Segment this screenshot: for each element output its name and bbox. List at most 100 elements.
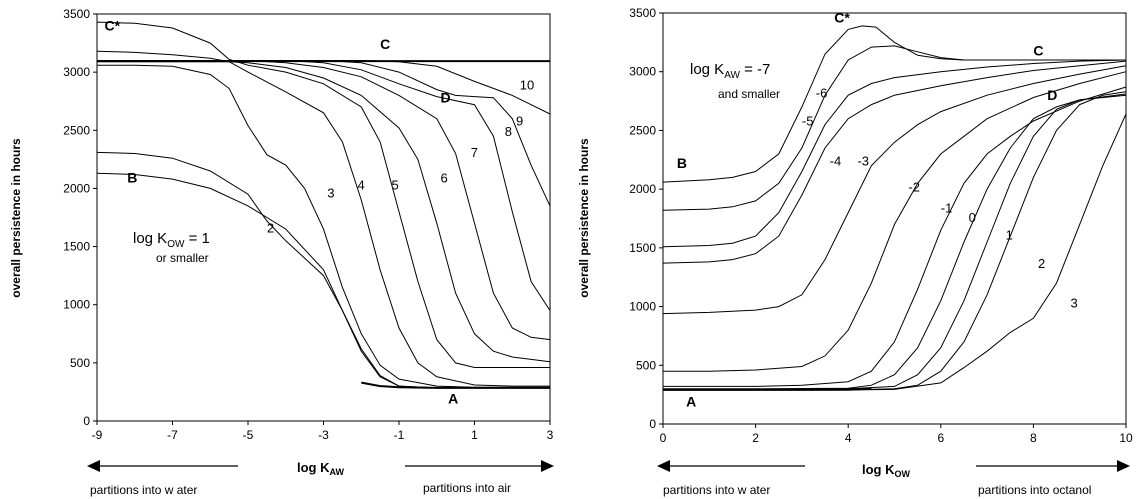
curve-label: 5 [391, 178, 398, 193]
curve-label: -3 [857, 154, 869, 169]
curve-label: 1 [1006, 228, 1013, 243]
series-curve--2 [663, 71, 1127, 372]
right-curve-labels: -6-5 -4 -3 -2 -1 0 1 2 3 A B C C* D [677, 9, 1078, 409]
series-curve--5 [662, 59, 1127, 248]
series-curve-6 [97, 61, 551, 363]
bold-curve-A [361, 381, 550, 389]
right-curves [662, 25, 1127, 391]
y-tick-label: 0 [83, 414, 90, 428]
y-tick-label: 1500 [63, 240, 90, 254]
curve-label: 2 [1038, 256, 1045, 271]
series-curve--6 [662, 45, 1126, 211]
y-tick-label: 2000 [629, 182, 656, 196]
left-air-label: partitions into air [423, 481, 511, 495]
series-curve-0 [663, 93, 1127, 390]
series-curve-9 [97, 60, 551, 207]
right-octanol-label: partitions into octanol [978, 483, 1091, 497]
x-tick-label: 0 [660, 431, 667, 445]
y-tick-label: 1000 [629, 300, 656, 314]
x-tick-label: 10 [1119, 431, 1133, 445]
x-tick-label: 8 [1030, 431, 1037, 445]
right-x-ticks: 0 2 4 6 8 10 [660, 424, 1133, 445]
series-curve-1 [663, 94, 1127, 390]
series-curve--4 [662, 60, 1127, 264]
region-label: C* [834, 9, 850, 25]
y-tick-label: 3500 [629, 6, 656, 20]
left-curves [96, 21, 551, 389]
left-chart-panel: 0 500 1000 1500 2000 2500 3000 3500 -9 -7 -5 -3 -1 1… [9, 7, 554, 497]
left-water-arrow [87, 460, 238, 472]
left-x-ticks: -9 -7 -5 -3 -1 1 3 [92, 421, 554, 442]
curve-label: 9 [516, 114, 523, 129]
right-plot-area [662, 12, 1127, 425]
region-label: C* [105, 17, 121, 33]
series-curve--3 [662, 65, 1127, 315]
right-y-axis-label: overall persistence in hours [577, 138, 591, 298]
y-tick-label: 2000 [63, 181, 90, 195]
curve-label: 10 [520, 78, 534, 93]
left-water-label: partitions into w ater [90, 483, 197, 497]
series-curve-1 [96, 172, 550, 389]
x-tick-label: -5 [243, 428, 254, 442]
y-tick-label: 2500 [629, 123, 656, 137]
curve-label: 4 [357, 178, 364, 193]
curve-label: 7 [471, 145, 478, 160]
region-label: A [686, 393, 696, 409]
x-tick-label: 6 [937, 431, 944, 445]
series-curve-7 [97, 60, 551, 341]
y-tick-label: 1000 [63, 298, 90, 312]
curve-label: 0 [969, 210, 976, 225]
series-curve-2 [663, 91, 1127, 391]
x-tick-label: 4 [845, 431, 852, 445]
curve-label: -4 [830, 154, 842, 169]
region-label: D [1047, 87, 1057, 103]
series-curve-8 [97, 60, 551, 311]
right-water-label: partitions into w ater [663, 483, 770, 497]
curve-label: -1 [941, 201, 953, 216]
bold-curve-A [663, 387, 872, 391]
y-tick-label: 3000 [63, 65, 90, 79]
series-curve-5 [96, 21, 550, 368]
curve-label: 2 [267, 221, 274, 236]
left-air-arrow [405, 460, 554, 472]
x-tick-label: -1 [394, 428, 405, 442]
right-y-ticks: 0 500 1000 1500 2000 2500 3000 3500 [629, 6, 663, 431]
curve-label: -5 [802, 114, 814, 129]
series-curve-4 [96, 50, 550, 387]
series-curve-10 [97, 60, 551, 115]
series-curve-3 [97, 64, 550, 388]
region-label: C [380, 36, 390, 52]
right-note-second: and smaller [718, 87, 780, 101]
right-water-arrow [657, 460, 805, 472]
series-curve--7 [662, 25, 1126, 183]
left-curve-labels: 2 3 4 5 6 7 89 10 A B C C* D [105, 17, 535, 406]
left-x-axis-label: log KAW [297, 460, 345, 477]
right-octanol-arrow [976, 460, 1130, 472]
right-x-axis-label: log KOW [862, 462, 911, 479]
region-label: B [677, 155, 687, 171]
series-curve-3 [663, 113, 1127, 391]
y-tick-label: 3500 [63, 7, 90, 21]
left-y-ticks: 0 500 1000 1500 2000 2500 3000 3500 [63, 7, 97, 428]
y-tick-label: 500 [70, 356, 90, 370]
right-note: log KAW = -7 [690, 61, 770, 81]
curve-label: 3 [327, 186, 334, 201]
curve-label: 3 [1070, 296, 1077, 311]
curve-label: 8 [505, 124, 512, 139]
left-y-axis-label: overall persistence in hours [9, 138, 23, 298]
y-tick-label: 1500 [629, 241, 656, 255]
curve-label: 6 [441, 171, 448, 186]
y-tick-label: 2500 [63, 123, 90, 137]
y-tick-label: 500 [636, 358, 656, 372]
curve-label: -6 [816, 86, 828, 101]
left-note: log KOW = 1 [133, 230, 210, 250]
region-label: D [441, 89, 451, 105]
x-tick-label: 2 [752, 431, 759, 445]
region-label: A [448, 391, 458, 407]
x-tick-label: 3 [547, 428, 554, 442]
y-tick-label: 3000 [629, 65, 656, 79]
x-tick-label: 1 [471, 428, 478, 442]
x-tick-label: -7 [167, 428, 178, 442]
y-tick-label: 0 [649, 417, 656, 431]
